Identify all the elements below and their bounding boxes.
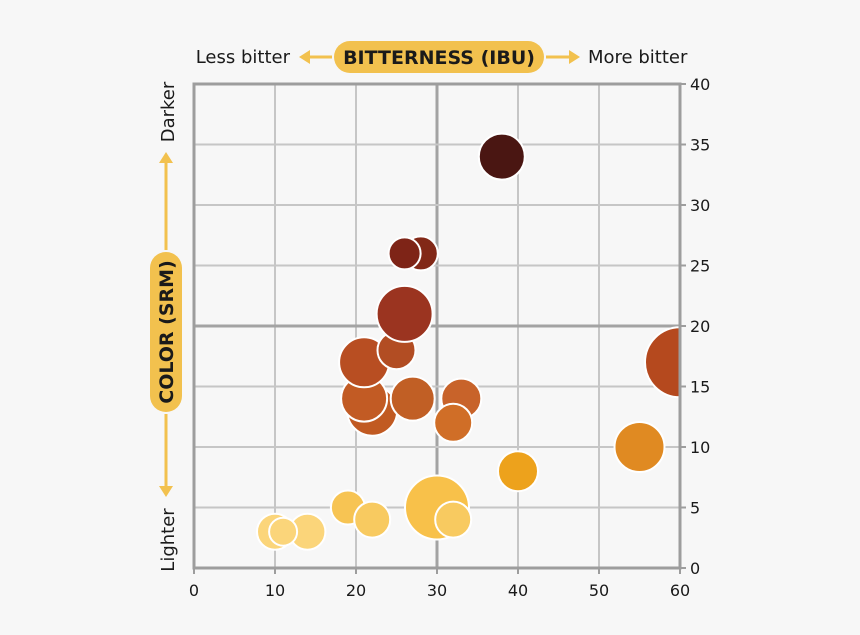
bubble-point — [613, 421, 666, 473]
x-axis-title-pill — [334, 41, 544, 73]
y-axis-low-label: Lighter — [158, 508, 179, 572]
bubble-point — [497, 450, 539, 493]
y-axis-title: COLOR (SRM) — [156, 260, 178, 404]
x-tick-label: 50 — [589, 581, 609, 600]
y-arrow-down-head — [159, 486, 173, 497]
x-axis-header: Less bitter BITTERNESS (IBU) More bitter — [196, 41, 688, 73]
y-arrow-up-head — [159, 152, 173, 163]
bubble-point — [353, 500, 392, 539]
x-axis-high-label: More bitter — [588, 47, 688, 68]
bubble-point — [434, 500, 473, 539]
x-tick-label: 30 — [427, 581, 447, 600]
y-tick-label: 20 — [690, 317, 710, 336]
y-axis-header: Darker COLOR (SRM) Lighter — [150, 81, 182, 572]
x-tick-label: 10 — [265, 581, 285, 600]
x-axis-title: BITTERNESS (IBU) — [343, 47, 535, 69]
y-tick-label: 0 — [690, 559, 700, 578]
y-axis-title-pill — [150, 252, 182, 412]
bubble-point — [387, 236, 422, 271]
y-tick-label: 5 — [690, 499, 700, 518]
bubble-point — [375, 284, 434, 343]
y-tick-label: 35 — [690, 136, 710, 155]
bubble-series — [256, 132, 680, 551]
bubble-point — [433, 402, 474, 443]
y-tick-label: 40 — [690, 75, 710, 94]
y-tick-label: 25 — [690, 257, 710, 276]
y-tick-label: 15 — [690, 378, 710, 397]
x-tick-label: 40 — [508, 581, 528, 600]
bubble-point — [644, 326, 680, 399]
y-tick-label: 30 — [690, 196, 710, 215]
y-axis-high-label: Darker — [158, 81, 179, 142]
x-axis-low-label: Less bitter — [196, 47, 291, 68]
y-tick-label: 10 — [690, 438, 710, 457]
x-tick-label: 0 — [189, 581, 199, 600]
bubble-point — [268, 516, 299, 547]
x-arrow-right-head — [569, 50, 580, 64]
x-tick-label: 20 — [346, 581, 366, 600]
bubble-point — [477, 132, 526, 181]
x-arrow-left-head — [299, 50, 310, 64]
x-tick-label: 60 — [670, 581, 690, 600]
bubble-point — [389, 375, 436, 422]
